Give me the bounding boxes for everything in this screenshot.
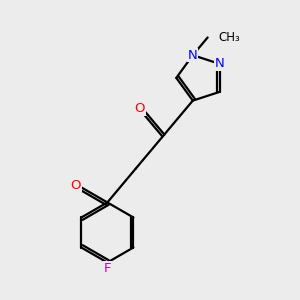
Text: O: O (134, 102, 145, 116)
Text: CH₃: CH₃ (218, 31, 240, 44)
Text: N: N (188, 49, 198, 62)
Text: N: N (214, 57, 224, 70)
Text: O: O (70, 178, 81, 191)
Text: F: F (103, 262, 111, 275)
